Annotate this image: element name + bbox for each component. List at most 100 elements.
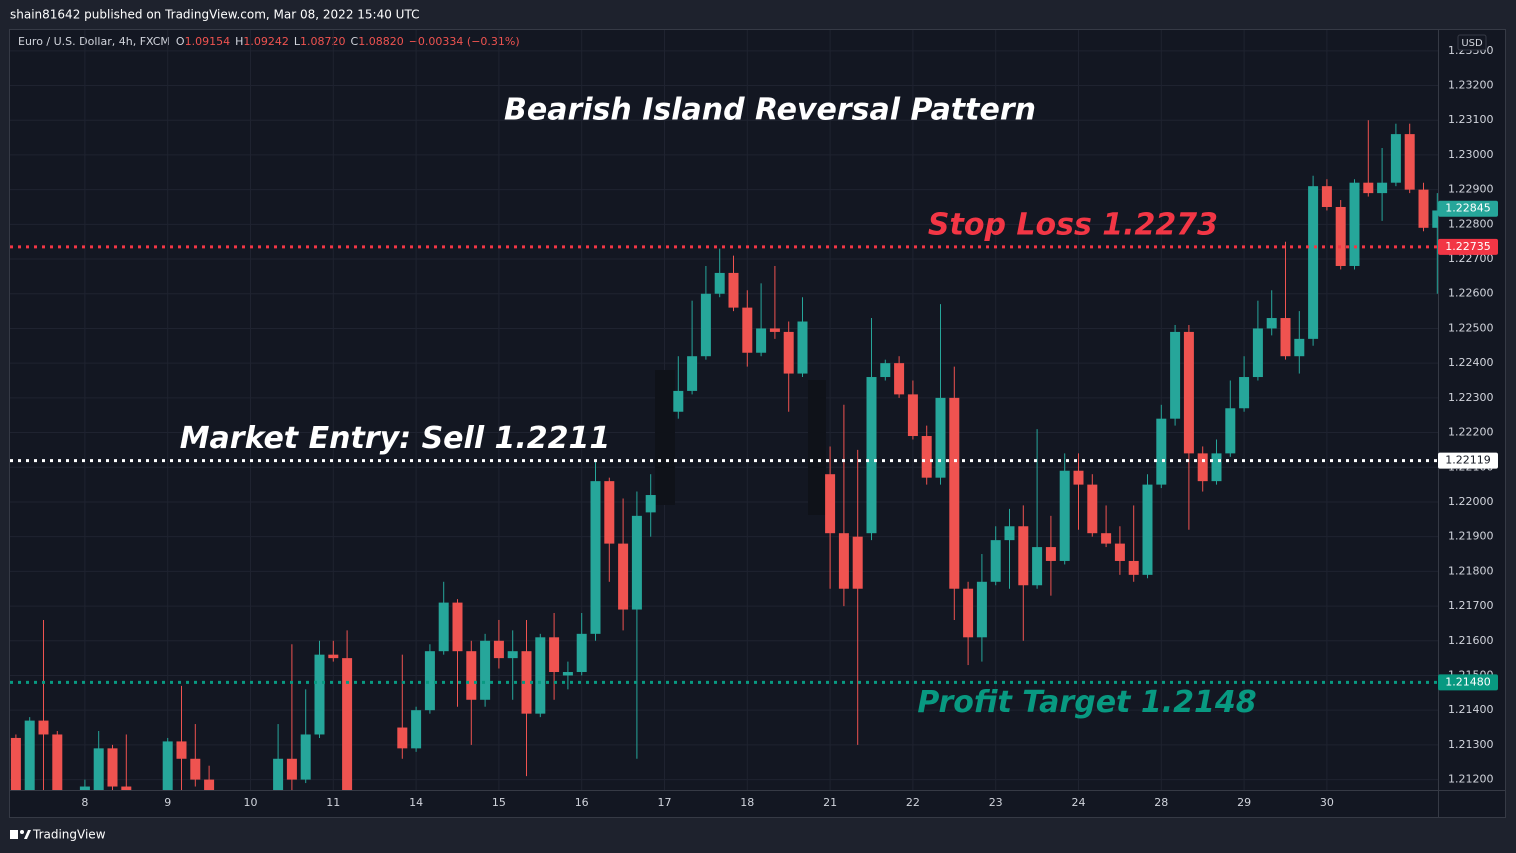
candle-body [866, 377, 877, 534]
candle-body [700, 293, 711, 357]
brand-logo [10, 830, 31, 839]
candle-body [673, 390, 684, 412]
brand: TradingView [32, 828, 106, 842]
gap-shade [808, 380, 826, 515]
candle-body [1101, 533, 1112, 544]
candle-body [1335, 206, 1346, 266]
candle-body [452, 602, 463, 652]
candle-body [328, 654, 339, 659]
y-tick-label: 1.21900 [1448, 530, 1494, 543]
price-tag [1438, 238, 1498, 255]
y-tick-label: 1.21200 [1448, 773, 1494, 786]
legend-key: O [176, 35, 185, 48]
candle-body [645, 495, 656, 513]
candle-body [880, 363, 891, 378]
candle-body [590, 481, 601, 634]
candle-body [797, 321, 808, 374]
candle-body [521, 651, 532, 714]
candle-body [121, 786, 132, 790]
candle-body [562, 672, 573, 676]
price-tag [1438, 452, 1498, 469]
candle-body [1183, 331, 1194, 454]
x-tick-label: 16 [575, 796, 589, 809]
candle-body [769, 328, 780, 332]
candle-body [1239, 377, 1250, 409]
candle-body [24, 720, 35, 790]
y-tick-label: 1.22900 [1448, 183, 1494, 196]
price-tag-label: 1.22735 [1445, 240, 1491, 253]
legend-key: C [351, 35, 359, 48]
candle-body [342, 658, 353, 790]
candle-body [852, 536, 863, 589]
candle-body [963, 588, 974, 638]
candle-body [314, 654, 325, 735]
candle-body [176, 741, 187, 759]
annotation: Market Entry: Sell 1.2211 [180, 421, 611, 456]
candle-body [1032, 547, 1043, 586]
candle-body [1266, 318, 1277, 329]
price-tag-label: 1.22119 [1445, 454, 1491, 467]
currency-box [1457, 34, 1487, 51]
candle-body [1087, 484, 1098, 534]
annotation: Profit Target 1.2148 [917, 685, 1256, 720]
candle-body [300, 734, 311, 780]
candle-body [935, 397, 946, 478]
candle-body [1363, 182, 1374, 194]
candle-body [1018, 526, 1029, 586]
currency: USD [1461, 38, 1483, 49]
candle-body [728, 272, 739, 308]
candle-body [907, 394, 918, 437]
x-tick-label: 30 [1320, 796, 1334, 809]
x-tick-label: 15 [492, 796, 506, 809]
candle-body [1156, 418, 1167, 485]
candle-body [1294, 338, 1305, 357]
y-tick-label: 1.22000 [1448, 495, 1494, 508]
candle-body [1004, 526, 1015, 541]
legend-key: L [294, 35, 301, 48]
candle-body [507, 651, 518, 659]
y-tick-label: 1.21700 [1448, 599, 1494, 612]
candle-body [631, 515, 642, 610]
candle-body [687, 356, 698, 391]
candle-body [1059, 470, 1070, 561]
axes: 1.212001.213001.214001.215001.216001.217… [81, 44, 1493, 809]
candle-body [204, 779, 215, 790]
candle-body [38, 720, 49, 735]
candle-body [1349, 182, 1360, 266]
candle-body [1142, 484, 1153, 575]
candle-body [742, 307, 753, 353]
candle-body [549, 637, 560, 673]
candle-body [1170, 331, 1181, 419]
candle-body [1225, 408, 1236, 454]
y-tick-label: 1.22400 [1448, 356, 1494, 369]
legend-value: 1.08720 [300, 35, 346, 48]
candle-body [1308, 186, 1319, 339]
legend-value: 1.08820 [358, 35, 404, 48]
candle-body [976, 581, 987, 638]
x-tick-label: 17 [658, 796, 672, 809]
candle-body [438, 602, 449, 652]
legend-value: 1.09154 [185, 35, 231, 48]
candle-body [576, 633, 587, 673]
candle-body [1114, 543, 1125, 561]
y-tick-label: 1.22500 [1448, 321, 1494, 334]
candle-body [10, 737, 21, 790]
x-tick-label: 10 [244, 796, 258, 809]
candle-body [1404, 134, 1415, 190]
chart-title: Bearish Island Reversal Pattern [504, 93, 1036, 128]
candle-body [411, 710, 422, 749]
candle-body [286, 758, 297, 780]
chart-pane [9, 29, 1506, 818]
price-tag-label: 1.21480 [1445, 675, 1491, 688]
y-tick-label: 1.23200 [1448, 79, 1494, 92]
candle-body [79, 786, 90, 790]
candle-body [783, 331, 794, 374]
y-tick-label: 1.22600 [1448, 287, 1494, 300]
candle-body [1377, 182, 1388, 194]
byline: shain81642 published on TradingView.com,… [10, 8, 419, 22]
candle-body [604, 481, 615, 544]
candle-body [1390, 134, 1401, 183]
candle-body [1211, 453, 1222, 482]
x-tick-label: 28 [1154, 796, 1168, 809]
annotation: Stop Loss 1.2273 [928, 207, 1218, 242]
